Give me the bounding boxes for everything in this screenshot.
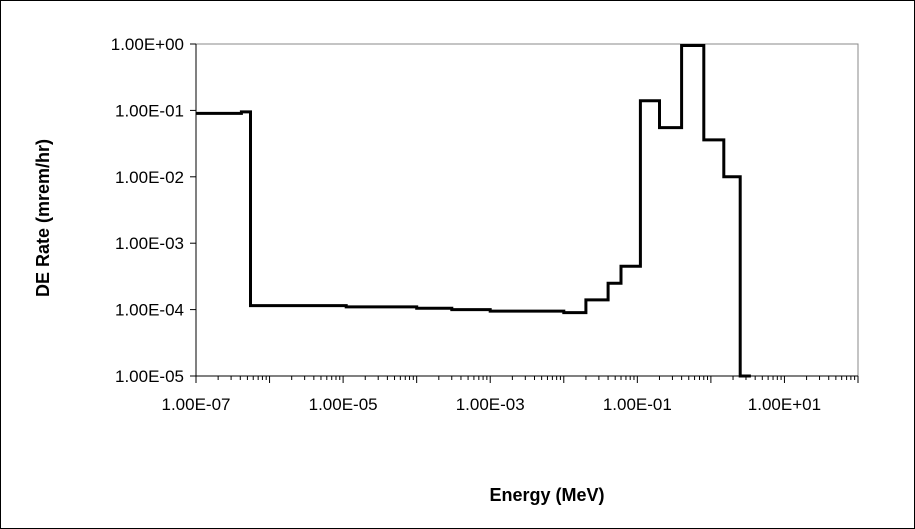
x-tick-labels: 1.00E-07 1.00E-05 1.00E-03 1.00E-01 1.00E+01 xyxy=(162,395,822,414)
y-axis-title: DE Rate (mrem/hr) xyxy=(33,139,53,297)
y-tick-label: 1.00E-05 xyxy=(115,367,184,386)
y-axis xyxy=(190,43,197,377)
x-tick-label: 1.00E-01 xyxy=(603,395,672,414)
y-tick-label: 1.00E-03 xyxy=(115,234,184,253)
x-axis xyxy=(195,375,859,383)
x-tick-label: 1.00E-05 xyxy=(309,395,378,414)
x-tick-label: 1.00E-03 xyxy=(456,395,525,414)
y-tick-labels: 1.00E+00 1.00E-01 1.00E-02 1.00E-03 1.00E-04… xyxy=(111,35,184,386)
plot-area xyxy=(195,43,859,377)
y-tick-label: 1.00E-02 xyxy=(115,168,184,187)
x-axis-title: Energy (MeV) xyxy=(489,485,604,505)
series-step-line xyxy=(196,44,751,378)
y-tick-label: 1.00E-01 xyxy=(115,101,184,120)
x-tick-label: 1.00E+01 xyxy=(748,395,821,414)
y-tick-label: 1.00E+00 xyxy=(111,35,184,54)
x-tick-label: 1.00E-07 xyxy=(162,395,231,414)
y-tick-label: 1.00E-04 xyxy=(115,301,184,320)
